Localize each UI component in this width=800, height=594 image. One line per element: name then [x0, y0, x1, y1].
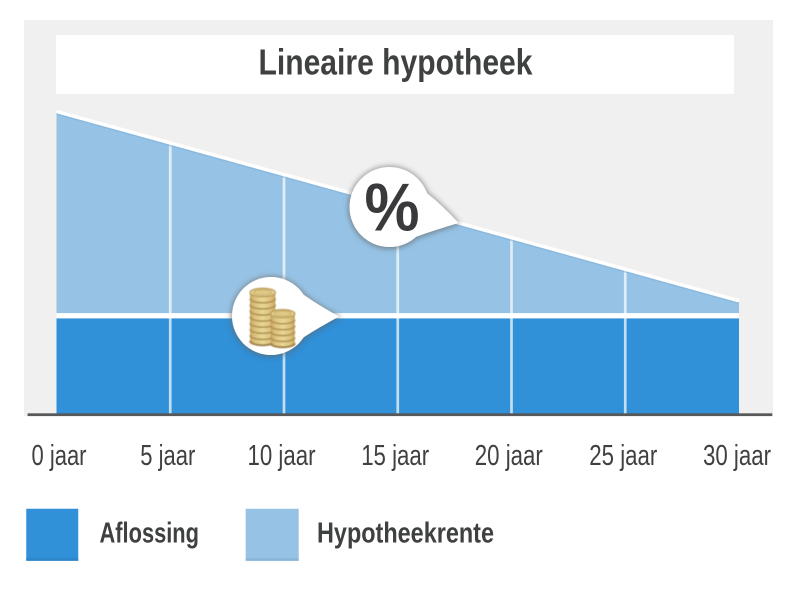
- svg-text:Aflossing: Aflossing: [100, 518, 200, 550]
- svg-text:25 jaar: 25 jaar: [589, 440, 657, 472]
- svg-text:Hypotheekrente: Hypotheekrente: [317, 518, 494, 550]
- svg-text:%: %: [365, 169, 420, 245]
- svg-text:10 jaar: 10 jaar: [248, 440, 316, 472]
- svg-text:15 jaar: 15 jaar: [361, 440, 429, 472]
- svg-text:5 jaar: 5 jaar: [140, 440, 195, 472]
- svg-text:20 jaar: 20 jaar: [475, 440, 543, 472]
- svg-text:30 jaar: 30 jaar: [703, 440, 771, 472]
- svg-text:Lineaire hypotheek: Lineaire hypotheek: [259, 42, 534, 83]
- svg-text:0 jaar: 0 jaar: [32, 440, 87, 472]
